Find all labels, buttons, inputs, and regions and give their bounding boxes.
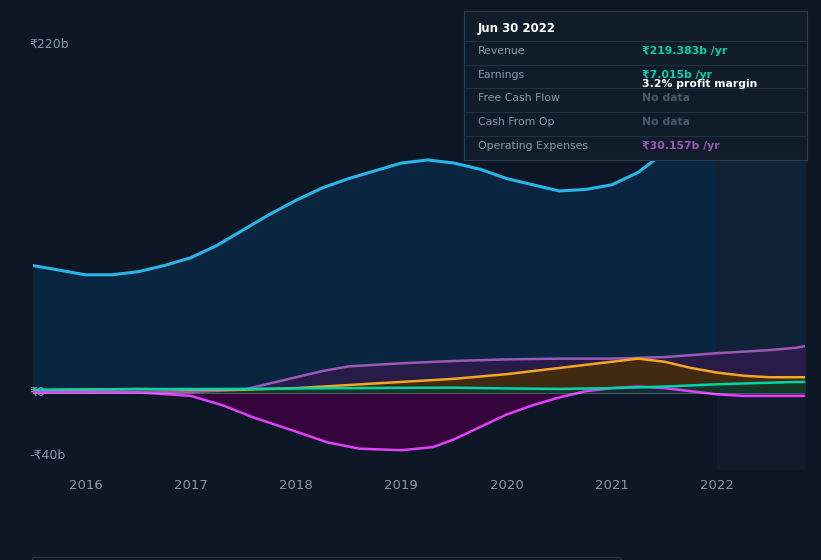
Text: ₹220b: ₹220b [29, 38, 69, 52]
Text: No data: No data [642, 117, 690, 127]
Text: Cash From Op: Cash From Op [478, 117, 554, 127]
Text: Revenue: Revenue [478, 46, 525, 56]
Bar [718, 28, 805, 470]
Text: ₹219.383b /yr: ₹219.383b /yr [642, 46, 727, 56]
Legend: Revenue, Earnings, Free Cash Flow, Cash From Op, Operating Expenses: Revenue, Earnings, Free Cash Flow, Cash … [32, 557, 621, 560]
Text: Free Cash Flow: Free Cash Flow [478, 94, 559, 104]
Text: Operating Expenses: Operating Expenses [478, 141, 588, 151]
Text: -₹40b: -₹40b [29, 449, 65, 461]
Text: Jun 30 2022: Jun 30 2022 [478, 22, 556, 35]
Text: ₹0: ₹0 [29, 386, 45, 399]
Text: Earnings: Earnings [478, 69, 525, 80]
Text: No data: No data [642, 94, 690, 104]
Text: ₹7.015b /yr: ₹7.015b /yr [642, 69, 713, 80]
Text: 3.2% profit margin: 3.2% profit margin [642, 78, 758, 88]
Text: ₹30.157b /yr: ₹30.157b /yr [642, 141, 720, 151]
